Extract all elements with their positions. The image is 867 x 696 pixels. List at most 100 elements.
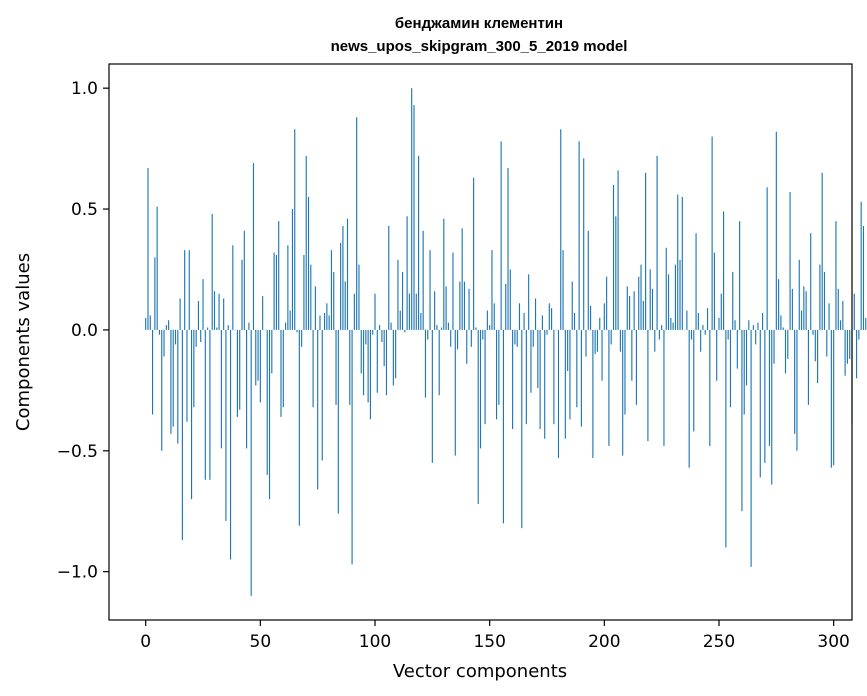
bar-107 [390,322,392,330]
bar-265 [752,325,754,330]
bar-133 [450,329,452,347]
bar-260 [741,329,743,512]
bar-197 [596,329,599,352]
bar-227 [665,247,667,330]
bar-145 [477,329,479,504]
bar-65 [294,129,296,330]
bar-102 [379,325,381,330]
bar-185 [569,329,571,420]
chart-title: бенджамин клементин [395,15,563,32]
bar-128 [438,329,440,396]
bar-191 [583,158,585,330]
x-tick-label: 200 [588,632,620,652]
bar-303 [839,320,842,330]
bar-248 [713,252,715,330]
bar-110 [397,259,399,330]
bar-139 [463,281,466,330]
bar-222 [654,329,656,352]
bar-5 [156,206,158,330]
bar-20 [190,329,193,500]
bar-269 [762,312,764,330]
bar-254 [727,329,729,340]
bar-61 [285,322,287,330]
bar-98 [369,329,371,420]
bar-83 [335,329,337,405]
bar-87 [344,281,346,330]
bar-24 [200,329,202,342]
bar-245 [706,308,709,330]
bar-151 [491,250,493,330]
bar-281 [789,192,791,330]
bar-294 [819,264,821,330]
bar-66 [296,329,298,333]
bar-285 [798,259,800,330]
bar-1 [147,167,149,330]
bar-90 [351,329,353,565]
bar-181 [560,129,562,330]
bar-164 [521,329,523,529]
bar-296 [823,271,826,330]
y-tick-label: −1.0 [57,563,98,583]
bar-236 [686,310,688,330]
bar-158 [507,167,509,330]
bar-58 [278,221,280,330]
bar-34 [223,298,225,330]
bar-307 [849,329,851,359]
bar-30 [213,291,216,330]
bar-109 [395,329,397,379]
bar-50 [259,329,261,403]
bar-40 [236,329,238,417]
bar-142 [470,329,472,347]
bar-169 [532,329,534,347]
bar-122 [424,329,427,398]
bar-300 [833,329,835,466]
bar-298 [828,303,830,330]
bar-238 [690,329,693,340]
bar-28 [209,329,211,480]
bar-26 [204,329,206,480]
bar-177 [551,308,553,330]
bar-224 [658,329,660,340]
bar-150 [489,325,491,330]
bar-101 [376,329,378,393]
bar-187 [573,312,576,330]
bar-130 [443,218,445,330]
bar-305 [844,329,846,376]
bar-153 [495,329,498,420]
bar-155 [500,141,502,330]
bar-188 [576,329,578,408]
bar-75 [317,329,319,490]
bar-18 [186,329,188,422]
bar-310 [856,329,858,379]
bar-280 [787,329,789,359]
bar-74 [314,286,316,330]
x-tick-label: 0 [140,632,151,652]
bar-44 [246,329,248,449]
bar-93 [358,264,360,330]
bar-255 [729,329,732,408]
bar-211 [628,296,631,330]
y-tick-label: 0.0 [71,321,98,341]
bar-174 [544,329,546,439]
bar-91 [353,293,355,330]
bar-217 [642,300,644,330]
bar-299 [830,329,832,468]
bar-69 [303,254,305,330]
bar-295 [821,172,823,330]
bar-45 [248,322,250,330]
bar-123 [427,329,429,340]
bar-132 [447,322,449,330]
bar-184 [567,329,569,372]
bar-35 [225,329,227,521]
bar-171 [537,329,539,388]
bars-group [145,88,867,596]
bar-193 [587,230,589,330]
bar-108 [392,329,394,386]
bar-80 [328,315,330,330]
bar-22 [195,329,197,347]
bar-0 [145,317,147,330]
bar-287 [803,286,805,330]
bar-162 [516,329,518,347]
y-tick-label: −0.5 [57,442,98,462]
